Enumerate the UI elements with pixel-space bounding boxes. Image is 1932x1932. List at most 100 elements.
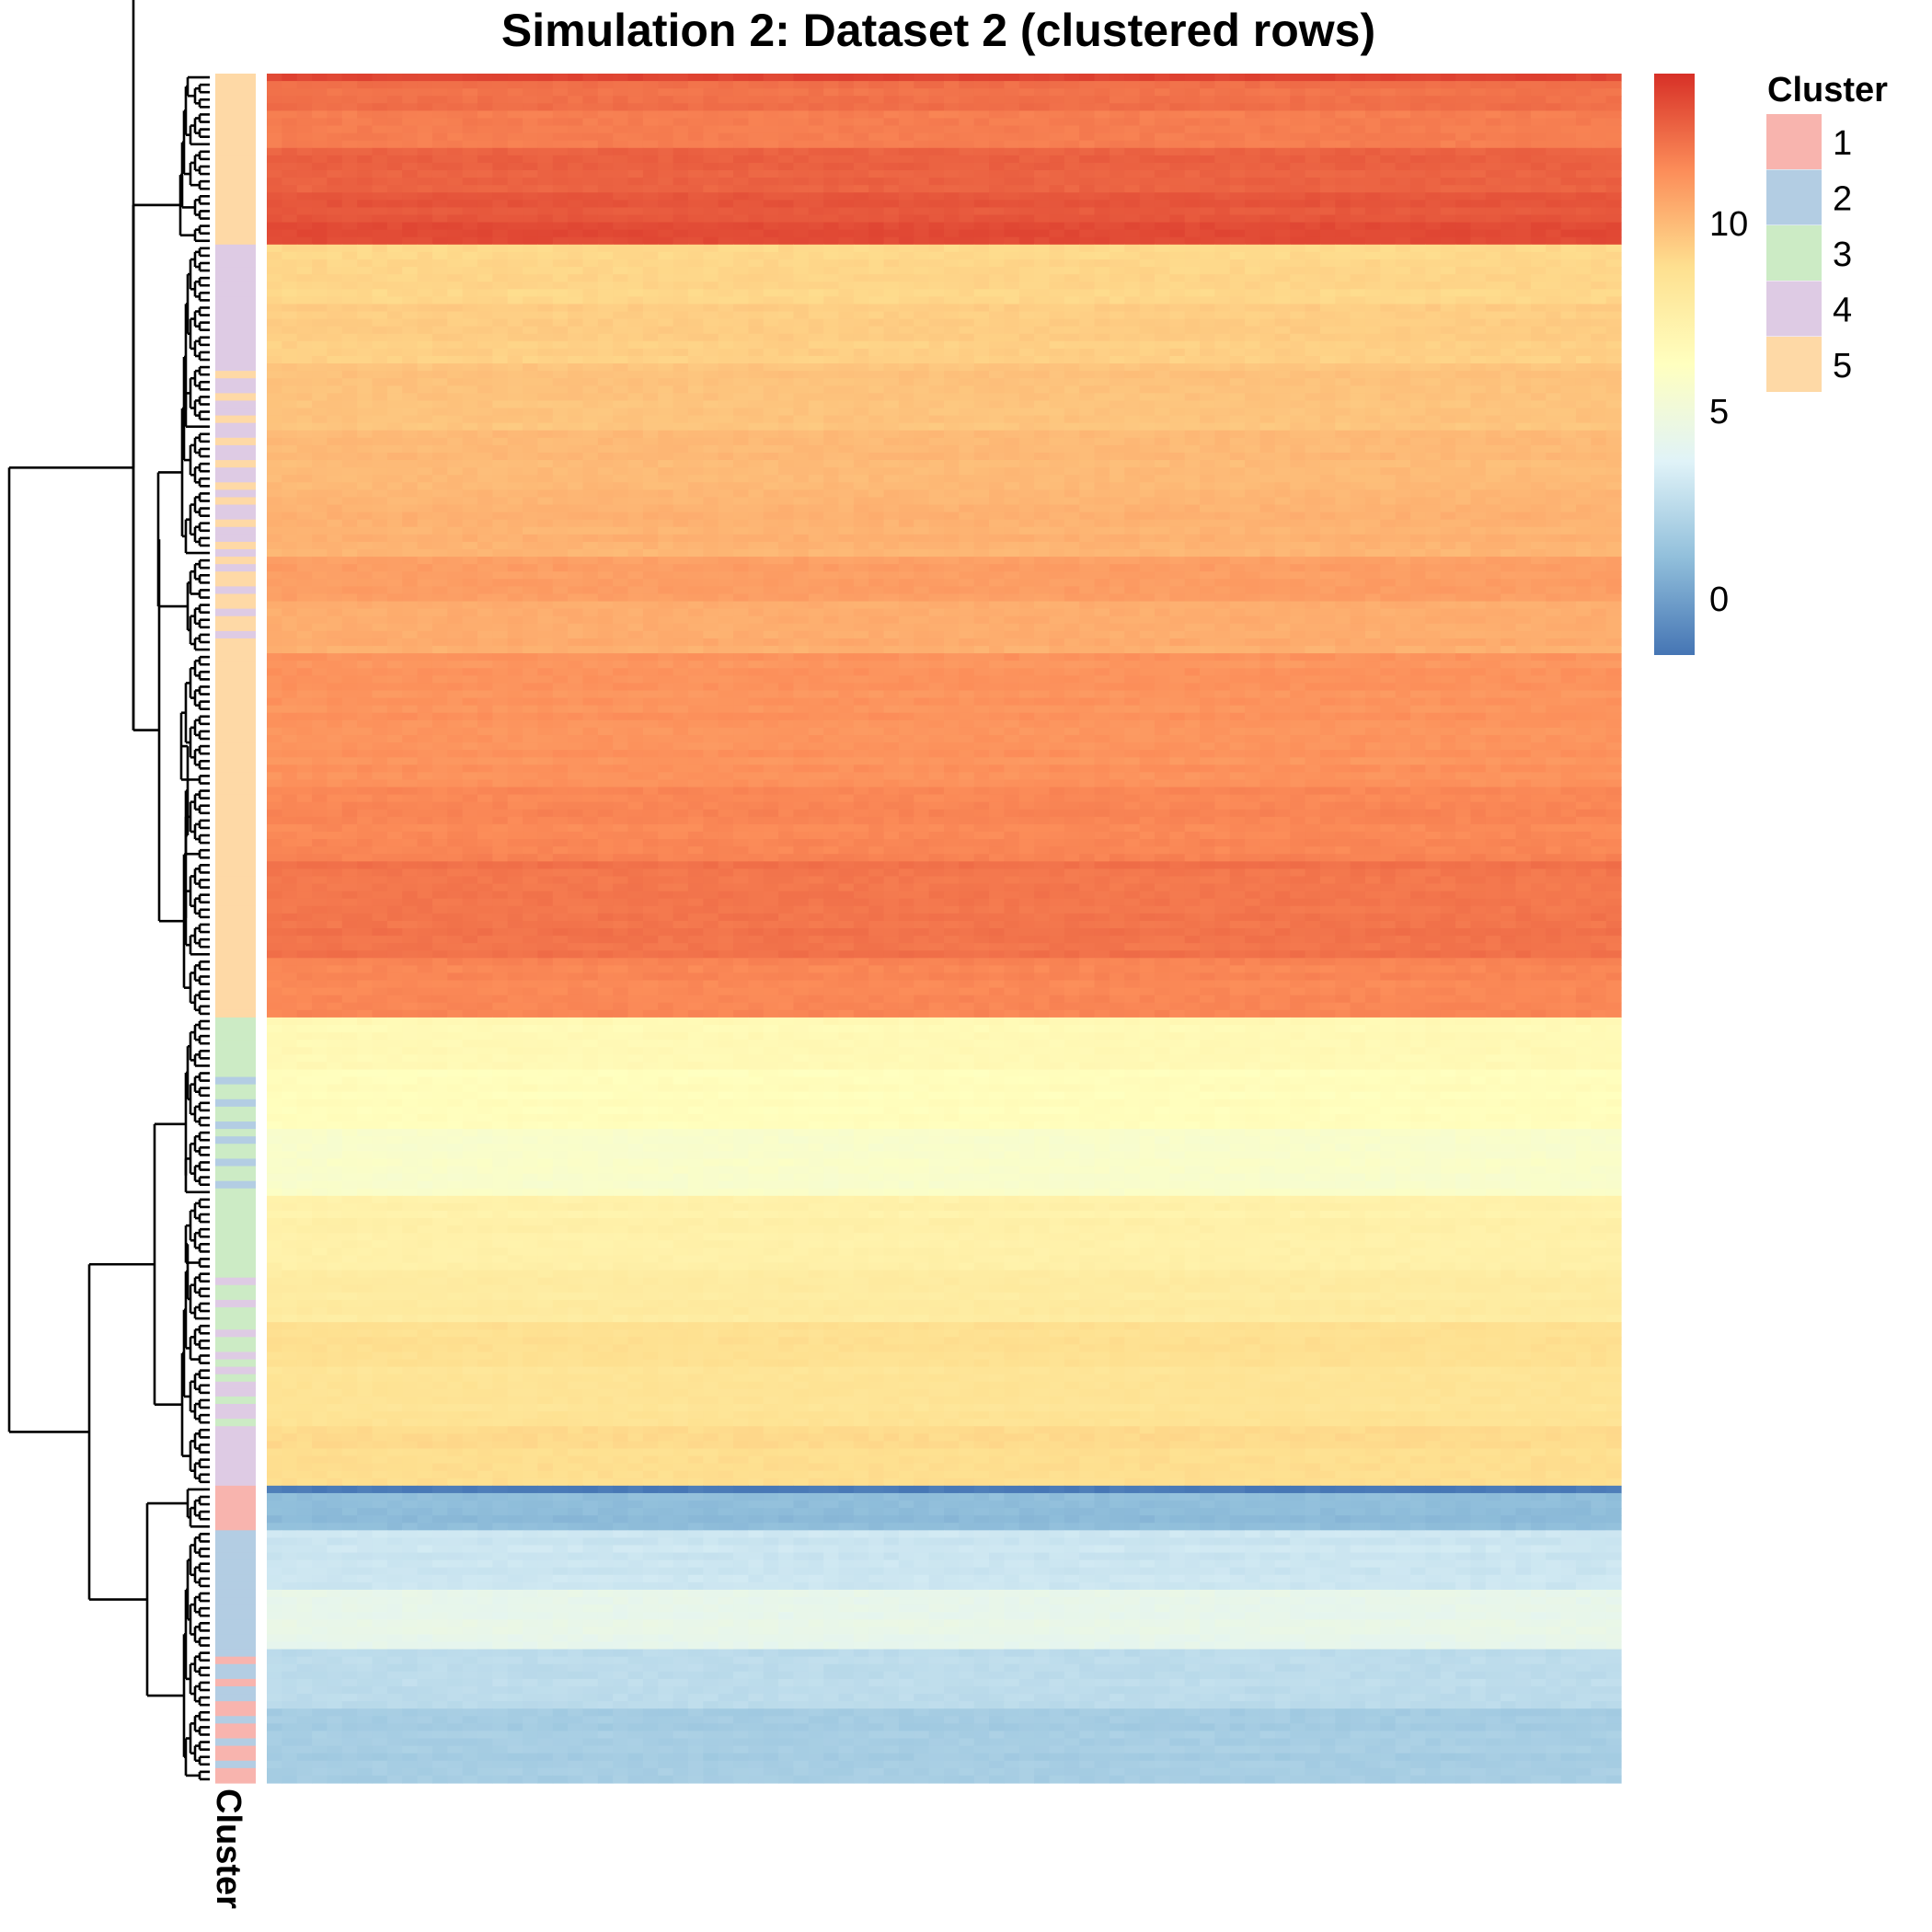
heatmap-cell <box>1501 244 1517 253</box>
heatmap-cell <box>372 74 388 82</box>
heatmap-cell <box>582 162 599 171</box>
heatmap-cell <box>928 170 945 178</box>
heatmap-cell <box>1109 378 1125 386</box>
heatmap-cell <box>1515 170 1532 178</box>
heatmap-cell <box>658 318 674 328</box>
heatmap-cell <box>1124 110 1141 120</box>
heatmap-cell <box>1319 214 1336 224</box>
heatmap-cell <box>1245 282 1261 290</box>
heatmap-cell <box>1154 147 1170 156</box>
heatmap-cell <box>597 81 614 89</box>
heatmap-cell <box>462 267 478 275</box>
heatmap-cell <box>959 155 975 164</box>
heatmap-cell <box>1575 110 1592 120</box>
heatmap-cell <box>898 236 914 246</box>
heatmap-cell <box>492 355 509 364</box>
heatmap-cell <box>417 236 433 246</box>
heatmap-cell <box>868 229 885 238</box>
heatmap-cell <box>1455 96 1472 104</box>
heatmap-cell <box>1501 355 1517 364</box>
heatmap-cell <box>1169 355 1186 364</box>
heatmap-cell <box>1290 178 1306 186</box>
heatmap-cell <box>1485 259 1501 268</box>
heatmap-cell <box>733 259 749 268</box>
heatmap-cell <box>1380 155 1397 164</box>
heatmap-cell <box>642 155 659 164</box>
cluster-annotation-cell <box>215 809 256 818</box>
heatmap-cell <box>1591 333 1607 342</box>
heatmap-cell <box>1214 251 1231 260</box>
heatmap-cell <box>417 214 433 224</box>
cluster-annotation-cell <box>215 81 256 89</box>
heatmap-cell <box>1364 267 1381 275</box>
heatmap-cell <box>1350 103 1366 111</box>
heatmap-cell <box>372 103 388 111</box>
heatmap-cell <box>568 259 584 268</box>
heatmap-cell <box>1064 274 1080 282</box>
heatmap-cell <box>477 378 493 386</box>
heatmap-cell <box>1485 348 1501 357</box>
heatmap-cell <box>1605 326 1622 335</box>
heatmap-cell <box>733 229 749 238</box>
heatmap-cell <box>1560 155 1577 164</box>
heatmap-cell <box>748 326 765 335</box>
heatmap-cell <box>1395 147 1411 156</box>
heatmap-cell <box>341 363 358 372</box>
heatmap-cell <box>914 244 930 253</box>
heatmap-cell <box>613 355 629 364</box>
cluster-annotation-cell <box>215 936 256 944</box>
heatmap-cell <box>944 267 960 275</box>
heatmap-cell <box>1380 363 1397 372</box>
heatmap-cell <box>944 96 960 104</box>
heatmap-cell <box>989 162 1006 171</box>
heatmap-cell <box>1305 363 1321 372</box>
heatmap-cell <box>898 118 914 127</box>
heatmap-cell <box>868 259 885 268</box>
heatmap-cell <box>1395 340 1411 350</box>
heatmap-cell <box>1485 267 1501 275</box>
heatmap-cell <box>537 74 554 82</box>
heatmap-cell <box>341 88 358 97</box>
heatmap-cell <box>613 178 629 186</box>
heatmap-cell <box>372 259 388 268</box>
heatmap-cell <box>507 311 523 320</box>
cluster-annotation-cell <box>215 1262 256 1271</box>
heatmap-cell <box>537 192 554 201</box>
heatmap-cell <box>312 81 328 89</box>
heatmap-cell <box>1004 236 1020 246</box>
heatmap-cell <box>1064 326 1080 335</box>
heatmap-cell <box>1350 318 1366 328</box>
heatmap-cell <box>1094 378 1110 386</box>
heatmap-cell <box>1425 74 1442 82</box>
heatmap-cell <box>537 81 554 89</box>
heatmap-cell <box>1245 267 1261 275</box>
heatmap-cell <box>793 74 810 82</box>
heatmap-cell <box>568 132 584 142</box>
heatmap-cell <box>838 259 855 268</box>
heatmap-cell <box>928 214 945 224</box>
heatmap-cell <box>763 371 779 379</box>
heatmap-cell <box>838 222 855 231</box>
heatmap-cell <box>868 304 885 313</box>
heatmap-cell <box>582 155 599 164</box>
heatmap-cell <box>1259 118 1276 127</box>
heatmap-cell <box>1049 214 1065 224</box>
heatmap-cell <box>1184 289 1201 297</box>
heatmap-cell <box>523 155 538 164</box>
heatmap-cell <box>341 244 358 253</box>
heatmap-cell <box>868 371 885 379</box>
heatmap-cell <box>1094 207 1110 216</box>
heatmap-cell <box>1245 371 1261 379</box>
heatmap-cell <box>477 296 493 305</box>
heatmap-cell <box>1425 259 1442 268</box>
heatmap-cell <box>1350 289 1366 297</box>
heatmap-cell <box>703 333 719 342</box>
heatmap-cell <box>959 140 975 149</box>
heatmap-cell <box>959 333 975 342</box>
heatmap-cell <box>718 185 734 193</box>
heatmap-cell <box>417 296 433 305</box>
heatmap-cell <box>748 214 765 224</box>
heatmap-cell <box>552 125 569 134</box>
heatmap-cell <box>1290 118 1306 127</box>
heatmap-cell <box>1109 348 1125 357</box>
